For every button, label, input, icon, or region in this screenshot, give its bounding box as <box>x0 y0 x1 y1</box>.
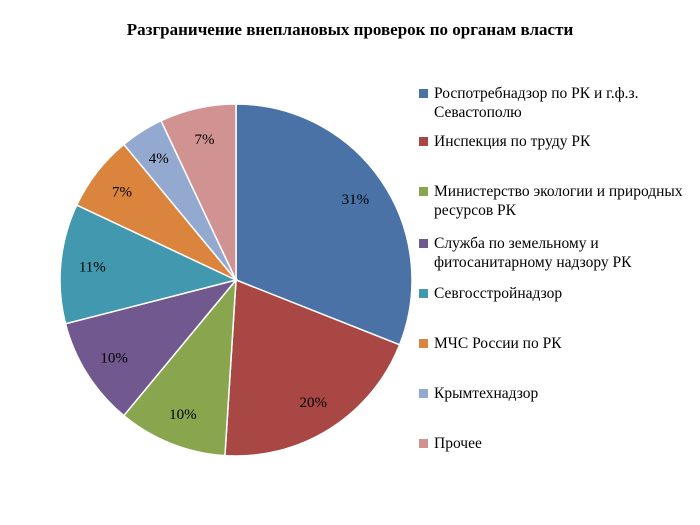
legend-swatch-0 <box>419 89 428 98</box>
legend-item-4: Севгосстройнадзор <box>419 284 694 303</box>
pie-slice-3 <box>64 278 239 417</box>
legend-label-5: МЧС России по РК <box>434 335 562 352</box>
slice-label-5: 7% <box>112 185 132 201</box>
legend-item-2: Министерство экологии и природных ресурс… <box>419 182 694 220</box>
legend-item-5: МЧС России по РК <box>419 334 694 353</box>
slice-label-2: 10% <box>169 407 197 423</box>
legend-swatch-7 <box>419 439 428 448</box>
legend-label-3: Служба по земельному и фитосанитарному н… <box>434 235 632 271</box>
legend-swatch-6 <box>419 389 428 398</box>
legend-item-1: Инспекция по труду РК <box>419 132 694 151</box>
legend-item-0: Роспотребнадзор по РК и г.ф.з. Севастопо… <box>419 84 694 122</box>
legend-label-6: Крымтехнадзор <box>434 385 539 402</box>
legend-item-7: Прочее <box>419 434 694 453</box>
slice-label-6: 4% <box>149 151 169 167</box>
legend-swatch-2 <box>419 187 428 196</box>
pie-slice-0 <box>235 103 413 346</box>
legend-swatch-3 <box>419 239 428 248</box>
legend-label-7: Прочее <box>434 435 482 452</box>
legend-item-6: Крымтехнадзор <box>419 384 694 403</box>
legend-item-3: Служба по земельному и фитосанитарному н… <box>419 234 694 272</box>
slice-label-4: 11% <box>79 259 106 275</box>
legend-swatch-1 <box>419 137 428 146</box>
legend-label-2: Министерство экологии и природных ресурс… <box>434 183 683 219</box>
pie-slice-2 <box>122 277 237 457</box>
slice-label-1: 20% <box>300 395 328 411</box>
pie-slice-1 <box>224 278 401 457</box>
legend-label-4: Севгосстройнадзор <box>434 285 563 302</box>
slice-label-3: 10% <box>100 350 128 366</box>
slice-label-7: 7% <box>195 132 215 148</box>
chart-title: Разграничение внеплановых проверок по ор… <box>126 20 574 39</box>
legend-label-1: Инспекция по труду РК <box>434 133 591 150</box>
pie-slice-7 <box>160 103 237 281</box>
legend-swatch-4 <box>419 289 428 298</box>
legend-swatch-5 <box>419 339 428 348</box>
pie-slice-4 <box>59 204 239 325</box>
slice-label-0: 31% <box>342 192 370 208</box>
legend-label-0: Роспотребнадзор по РК и г.ф.з. Севастопо… <box>434 85 639 121</box>
